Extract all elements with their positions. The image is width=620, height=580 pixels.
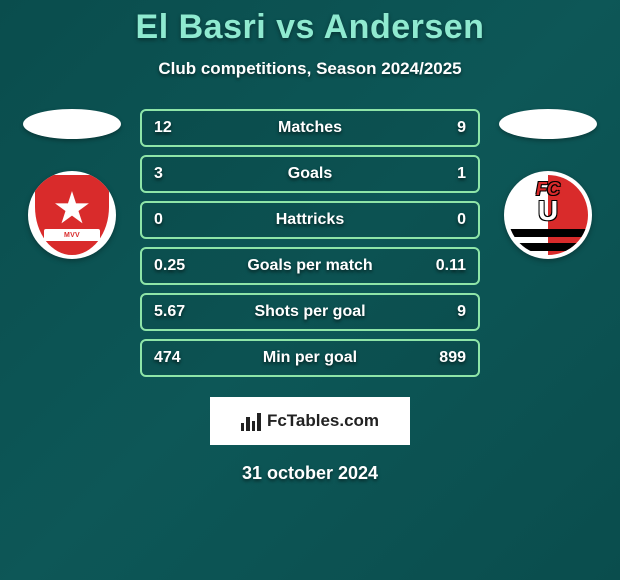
stat-row-matches: 12 Matches 9 [140, 109, 480, 147]
bar-chart-icon [241, 411, 261, 431]
star-icon: ★ [50, 187, 94, 231]
mvv-band-text: MVV [44, 229, 100, 241]
stat-right-value: 899 [416, 349, 466, 367]
stat-left-value: 12 [154, 119, 204, 137]
stat-label: Shots per goal [204, 303, 416, 321]
stats-column: 12 Matches 9 3 Goals 1 0 Hattricks 0 0.2… [140, 109, 480, 385]
left-player-col: ★ MVV [22, 109, 122, 259]
stat-right-value: 9 [416, 119, 466, 137]
right-player-placeholder [499, 109, 597, 139]
stat-label: Matches [204, 119, 416, 137]
stat-left-value: 0 [154, 211, 204, 229]
comparison-card: El Basri vs Andersen Club competitions, … [0, 0, 620, 484]
right-player-col: FC U [498, 109, 598, 259]
fc-utrecht-badge-icon: FC U [508, 175, 588, 255]
fctables-attribution[interactable]: FcTables.com [210, 397, 410, 445]
page-title: El Basri vs Andersen [0, 8, 620, 47]
subtitle: Club competitions, Season 2024/2025 [0, 59, 620, 79]
mvv-shield: ★ MVV [35, 175, 109, 255]
stat-right-value: 0.11 [416, 257, 466, 275]
stat-row-min-per-goal: 474 Min per goal 899 [140, 339, 480, 377]
stat-left-value: 0.25 [154, 257, 204, 275]
stat-row-goals: 3 Goals 1 [140, 155, 480, 193]
main-row: ★ MVV 12 Matches 9 3 Goals 1 0 Hattricks… [0, 109, 620, 385]
stat-row-shots-per-goal: 5.67 Shots per goal 9 [140, 293, 480, 331]
left-player-placeholder [23, 109, 121, 139]
stat-label: Min per goal [204, 349, 416, 367]
fcu-u-text: U [538, 195, 558, 227]
stat-left-value: 3 [154, 165, 204, 183]
stat-left-value: 474 [154, 349, 204, 367]
date-label: 31 october 2024 [0, 463, 620, 484]
stat-label: Hattricks [204, 211, 416, 229]
stat-left-value: 5.67 [154, 303, 204, 321]
stat-right-value: 1 [416, 165, 466, 183]
stat-label: Goals [204, 165, 416, 183]
stat-right-value: 0 [416, 211, 466, 229]
fctables-label: FcTables.com [267, 411, 379, 431]
stat-row-goals-per-match: 0.25 Goals per match 0.11 [140, 247, 480, 285]
mvv-badge-icon: ★ MVV [35, 175, 109, 255]
stat-label: Goals per match [204, 257, 416, 275]
left-team-badge: ★ MVV [28, 171, 116, 259]
stat-right-value: 9 [416, 303, 466, 321]
right-team-badge: FC U [504, 171, 592, 259]
stat-row-hattricks: 0 Hattricks 0 [140, 201, 480, 239]
